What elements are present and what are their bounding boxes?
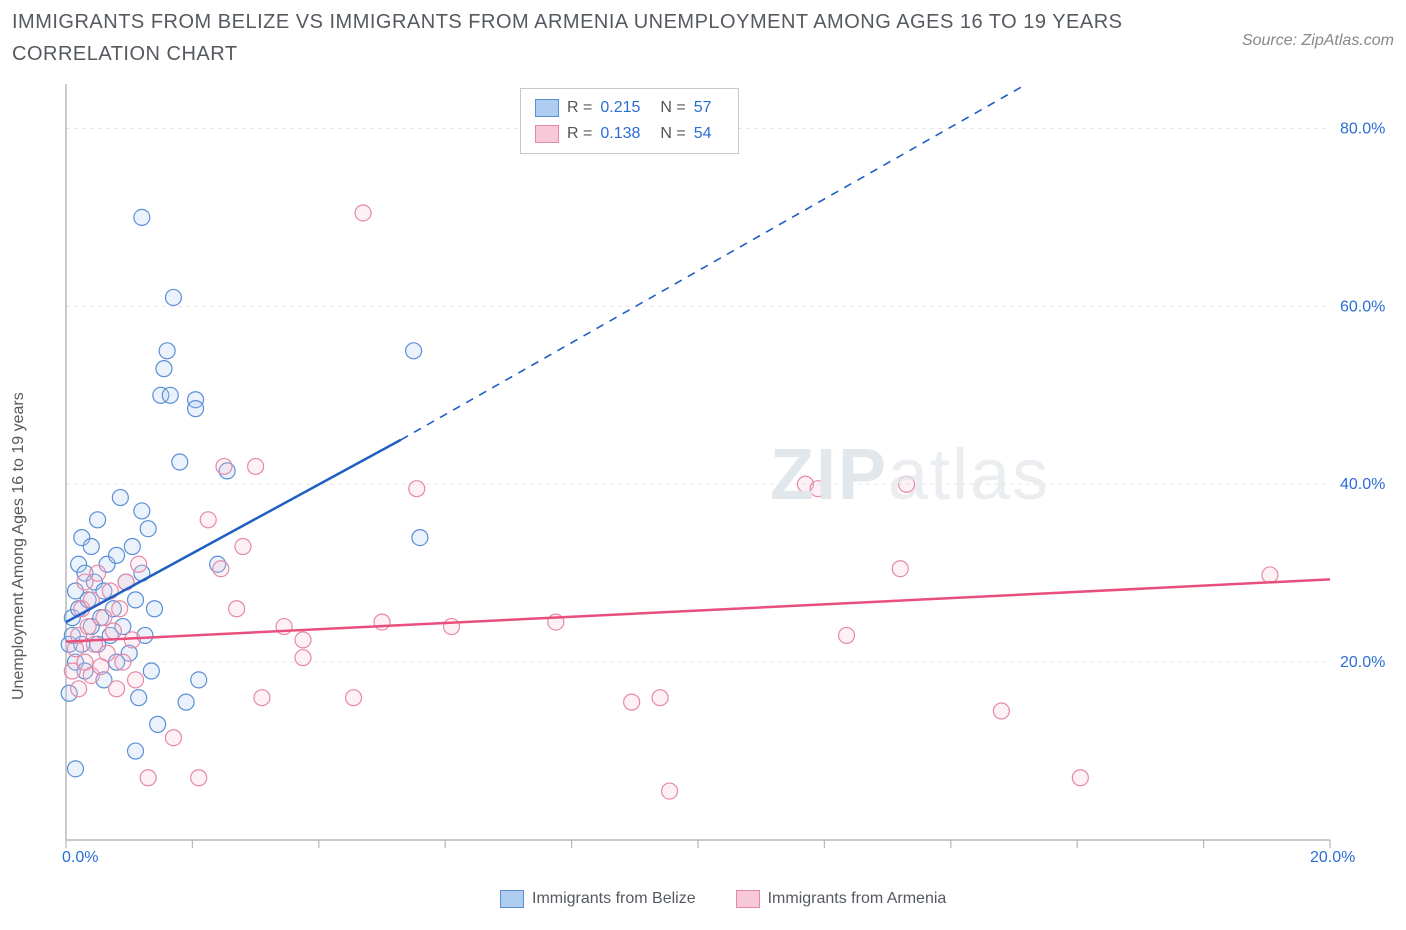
header-row: IMMIGRANTS FROM BELIZE VS IMMIGRANTS FRO…	[12, 6, 1394, 70]
n-value: 54	[694, 121, 712, 147]
chart-container: IMMIGRANTS FROM BELIZE VS IMMIGRANTS FRO…	[0, 0, 1406, 930]
data-point	[156, 361, 172, 377]
x-tick-label: 20.0%	[1310, 849, 1355, 864]
data-point	[248, 458, 264, 474]
data-point	[162, 387, 178, 403]
data-point	[229, 601, 245, 617]
legend-series: Immigrants from Belize Immigrants from Ar…	[500, 890, 946, 908]
legend-swatch	[535, 125, 559, 143]
data-point	[128, 743, 144, 759]
data-point	[1262, 567, 1278, 583]
data-point	[146, 601, 162, 617]
data-point	[993, 703, 1009, 719]
data-point	[213, 561, 229, 577]
y-axis-label: Unemployment Among Ages 16 to 19 years	[10, 392, 28, 700]
legend-label: Immigrants from Armenia	[768, 890, 947, 908]
data-point	[80, 619, 96, 635]
data-point	[143, 663, 159, 679]
data-point	[134, 209, 150, 225]
y-tick-label: 40.0%	[1340, 476, 1385, 493]
r-value: 0.138	[600, 121, 640, 147]
legend-stats: R = 0.215 N = 57 R = 0.138 N = 54	[520, 88, 739, 154]
data-point	[191, 770, 207, 786]
legend-swatch	[500, 890, 524, 908]
data-point	[216, 458, 232, 474]
r-value: 0.215	[600, 95, 640, 121]
data-point	[412, 530, 428, 546]
data-point	[105, 623, 121, 639]
chart-title: IMMIGRANTS FROM BELIZE VS IMMIGRANTS FRO…	[12, 6, 1132, 70]
data-point	[128, 672, 144, 688]
data-point	[124, 538, 140, 554]
data-point	[892, 561, 908, 577]
data-point	[115, 654, 131, 670]
r-label: R =	[567, 95, 592, 121]
data-point	[178, 694, 194, 710]
data-point	[131, 556, 147, 572]
y-tick-label: 60.0%	[1340, 298, 1385, 315]
legend-stat-row: R = 0.138 N = 54	[535, 121, 724, 147]
data-point	[99, 645, 115, 661]
n-label: N =	[660, 95, 685, 121]
data-point	[191, 672, 207, 688]
legend-item: Immigrants from Belize	[500, 890, 696, 908]
data-point	[134, 503, 150, 519]
data-point	[444, 619, 460, 635]
source-label: Source: ZipAtlas.com	[1242, 32, 1394, 50]
data-point	[165, 730, 181, 746]
data-point	[652, 690, 668, 706]
data-point	[159, 343, 175, 359]
n-label: N =	[660, 121, 685, 147]
data-point	[140, 770, 156, 786]
data-point	[254, 690, 270, 706]
y-tick-label: 80.0%	[1340, 120, 1385, 137]
legend-swatch	[535, 99, 559, 117]
data-point	[109, 681, 125, 697]
data-point	[131, 690, 147, 706]
data-point	[1072, 770, 1088, 786]
legend-swatch	[736, 890, 760, 908]
data-point	[409, 481, 425, 497]
data-point	[200, 512, 216, 528]
data-point	[150, 716, 166, 732]
data-point	[90, 512, 106, 528]
data-point	[662, 783, 678, 799]
data-point	[83, 538, 99, 554]
data-point	[295, 650, 311, 666]
data-point	[295, 632, 311, 648]
data-point	[172, 454, 188, 470]
data-point	[112, 601, 128, 617]
data-point	[102, 583, 118, 599]
y-tick-label: 20.0%	[1340, 654, 1385, 671]
n-value: 57	[694, 95, 712, 121]
data-point	[188, 401, 204, 417]
legend-label: Immigrants from Belize	[532, 890, 696, 908]
data-point	[90, 565, 106, 581]
legend-item: Immigrants from Armenia	[736, 890, 947, 908]
data-point	[128, 592, 144, 608]
data-point	[112, 490, 128, 506]
data-point	[374, 614, 390, 630]
data-point	[839, 627, 855, 643]
scatter-svg: 20.0% 40.0% 60.0% 80.0% 0.0% 20.0%	[60, 84, 1390, 864]
data-point	[355, 205, 371, 221]
data-point	[406, 343, 422, 359]
data-point	[109, 547, 125, 563]
data-point	[165, 289, 181, 305]
data-point	[235, 538, 251, 554]
r-label: R =	[567, 121, 592, 147]
data-point	[346, 690, 362, 706]
plot-area: 20.0%40.0%60.0%80.0%0.0%20.0% ZIPatlas R…	[60, 84, 1390, 864]
data-point	[810, 481, 826, 497]
data-point	[67, 761, 83, 777]
x-tick-label: 0.0%	[62, 849, 98, 864]
data-point	[140, 521, 156, 537]
legend-stat-row: R = 0.215 N = 57	[535, 95, 724, 121]
data-point	[899, 476, 915, 492]
data-point	[96, 610, 112, 626]
data-point	[71, 681, 87, 697]
data-point	[624, 694, 640, 710]
